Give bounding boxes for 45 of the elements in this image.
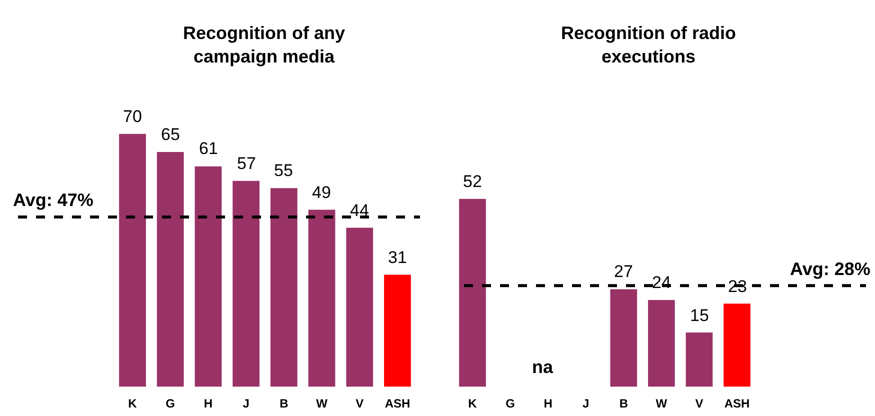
annotation: na bbox=[532, 357, 554, 377]
x-tick-label: W bbox=[316, 396, 328, 411]
bar bbox=[610, 289, 638, 387]
data-label: 55 bbox=[274, 161, 293, 180]
x-tick-label: H bbox=[204, 396, 213, 411]
data-label: 57 bbox=[237, 154, 256, 173]
x-tick-label: B bbox=[619, 396, 628, 411]
bar bbox=[686, 332, 713, 387]
bar bbox=[346, 228, 374, 387]
x-tick-label: J bbox=[242, 396, 250, 411]
x-tick-label: K bbox=[468, 396, 478, 411]
data-label: 15 bbox=[690, 306, 709, 325]
data-label: 65 bbox=[161, 125, 180, 144]
bar bbox=[308, 210, 336, 387]
bar bbox=[724, 304, 750, 387]
bar bbox=[648, 300, 675, 387]
bar bbox=[232, 180, 260, 387]
chart-title: Recognition of any campaign media bbox=[183, 23, 345, 66]
bar bbox=[194, 166, 222, 387]
x-tick-label: ASH bbox=[724, 396, 750, 411]
x-tick-label: G bbox=[506, 396, 515, 411]
x-tick-label: K bbox=[128, 396, 138, 411]
data-label: 61 bbox=[199, 139, 218, 158]
x-tick-label: V bbox=[695, 396, 704, 411]
ref-line-label: Avg: 28% bbox=[790, 259, 870, 279]
data-label: 52 bbox=[463, 172, 482, 191]
bar bbox=[119, 134, 146, 387]
x-tick-label: J bbox=[582, 396, 590, 411]
bar bbox=[384, 274, 411, 387]
data-label: 31 bbox=[388, 248, 407, 267]
x-tick-label: W bbox=[656, 396, 668, 411]
bar bbox=[270, 188, 298, 387]
data-label: 27 bbox=[614, 262, 633, 281]
ref-line-label: Avg: 47% bbox=[13, 190, 94, 210]
x-tick-label: G bbox=[166, 396, 176, 411]
x-tick-label: H bbox=[544, 396, 552, 411]
data-label: 49 bbox=[312, 183, 331, 202]
x-tick-label: V bbox=[356, 396, 364, 411]
bar bbox=[156, 152, 184, 387]
x-tick-label: B bbox=[280, 396, 289, 411]
x-tick-label: ASH bbox=[384, 396, 410, 411]
data-label: 70 bbox=[123, 107, 142, 126]
data-label: 44 bbox=[350, 201, 369, 220]
bar bbox=[459, 198, 486, 387]
chart-title: Recognition of radio executions bbox=[561, 23, 736, 66]
